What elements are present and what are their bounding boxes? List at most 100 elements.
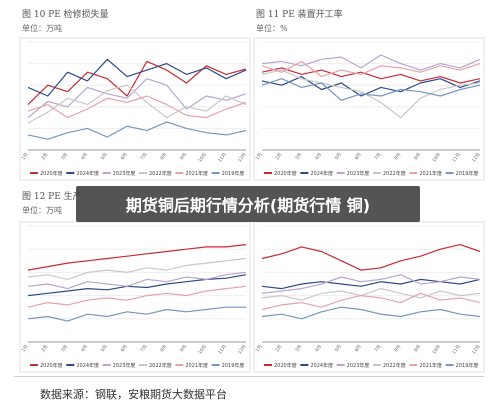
x-tick-label: 11月 <box>217 344 228 356</box>
chart-title-2: 图 11 PE 装置开工率 <box>256 10 343 20</box>
legend-label-2023: 2023年度 <box>113 170 136 177</box>
x-tick-label: 8月 <box>159 152 168 161</box>
legend-label-2022: 2022年度 <box>383 362 406 369</box>
series-line-2022 <box>27 84 247 124</box>
series-line-2023 <box>261 274 481 294</box>
legend-label-2020: 2020年度 <box>274 362 297 369</box>
chart-unit-3: 单位：万吨 <box>22 206 62 215</box>
legend-label-2020: 2020年度 <box>274 170 297 177</box>
chart-unit-1: 单位：万吨 <box>22 24 62 33</box>
series-line-2023 <box>27 78 247 119</box>
x-tick-label: 9月 <box>179 152 188 161</box>
series-line-2023 <box>27 271 247 290</box>
x-tick-label: 1月 <box>20 152 29 161</box>
x-tick-label: 10月 <box>197 344 208 356</box>
legend-label-2021: 2021年度 <box>419 362 442 369</box>
legend-label-2019: 2019年度 <box>222 362 245 369</box>
legend-label-2020: 2020年度 <box>40 170 63 177</box>
chart-2: 1月 2月 3月 4月 5月 6月 7月 8月 9月 10月 11月 12月 2020年度 2024年度 2… <box>253 37 485 181</box>
x-tick-label: 6月 <box>354 344 363 353</box>
x-tick-label: 3月 <box>294 344 303 353</box>
legend-label-2023: 2023年度 <box>113 362 136 369</box>
series-line-2021 <box>27 95 247 119</box>
series-line-2019 <box>261 78 481 101</box>
legend-label-2024: 2024年度 <box>310 362 333 369</box>
x-tick-label: 2月 <box>274 344 283 353</box>
chart-4: 1月 2月 3月 4月 5月 6月 7月 8月 9月 10月 11月 12月 2020年度 2024年度 2… <box>253 221 485 373</box>
series-line-2019 <box>27 121 247 140</box>
series-line-2022 <box>261 288 481 301</box>
legend-label-2019: 2019年度 <box>456 170 479 177</box>
x-tick-label: 2月 <box>40 152 49 161</box>
x-tick-label: 8月 <box>393 344 402 353</box>
series-line-2019 <box>261 306 481 320</box>
series-line-2019 <box>27 306 246 322</box>
series-line-2023 <box>261 54 481 71</box>
x-tick-label: 11月 <box>217 152 228 164</box>
x-tick-label: 7月 <box>139 152 148 161</box>
x-tick-label: 7月 <box>373 344 382 353</box>
series-line-2022 <box>261 69 481 119</box>
chart-frame <box>19 221 251 373</box>
x-tick-label: 4月 <box>80 344 89 353</box>
data-source: 数据来源：钢联，安粮期货大数据平台 <box>40 388 227 401</box>
x-tick-label: 12月 <box>237 152 248 164</box>
x-tick-label: 6月 <box>120 344 129 353</box>
x-tick-label: 12月 <box>471 152 482 164</box>
x-tick-label: 4月 <box>314 152 323 161</box>
series-line-2024 <box>261 76 481 97</box>
chart-1: 1月 2月 3月 4月 5月 6月 7月 8月 9月 10月 11月 12月 2020年度 2024年度 2… <box>19 37 251 181</box>
series-line-2021 <box>261 60 481 78</box>
x-tick-label: 11月 <box>451 344 462 356</box>
x-tick-label: 4月 <box>314 344 323 353</box>
x-tick-label: 12月 <box>237 344 248 356</box>
x-tick-label: 5月 <box>100 344 109 353</box>
chart-title-3: 图 12 PE 生产 <box>22 192 82 202</box>
legend-label-2019: 2019年度 <box>456 362 479 369</box>
x-tick-label: 3月 <box>60 152 69 161</box>
x-tick-label: 5月 <box>100 152 109 161</box>
x-tick-label: 9月 <box>179 344 188 353</box>
legend-label-2022: 2022年度 <box>149 170 172 177</box>
x-tick-label: 4月 <box>80 152 89 161</box>
chart-title-1: 图 10 PE 检修损失量 <box>22 10 109 20</box>
x-tick-label: 11月 <box>451 152 462 164</box>
x-tick-label: 3月 <box>60 344 69 353</box>
series-line-2020 <box>261 67 481 84</box>
legend-label-2022: 2022年度 <box>149 362 172 369</box>
legend-label-2024: 2024年度 <box>76 170 99 177</box>
x-tick-label: 2月 <box>40 344 49 353</box>
x-tick-label: 8月 <box>159 344 168 353</box>
divider <box>14 376 484 377</box>
legend-label-2023: 2023年度 <box>347 170 370 177</box>
x-tick-label: 10月 <box>431 344 442 356</box>
series-line-2021 <box>261 292 481 311</box>
legend-label-2023: 2023年度 <box>347 362 370 369</box>
legend-label-2022: 2022年度 <box>383 170 406 177</box>
legend-label-2019: 2019年度 <box>222 170 245 177</box>
article-title-banner: 期货铜后期行情分析(期货行情 铜) <box>76 186 420 222</box>
series-line-2020 <box>27 244 247 271</box>
legend-label-2020: 2020年度 <box>40 362 63 369</box>
x-tick-label: 6月 <box>354 152 363 161</box>
x-tick-label: 1月 <box>254 152 263 161</box>
series-line-2024 <box>261 278 481 290</box>
x-tick-label: 7月 <box>139 344 148 353</box>
x-tick-label: 6月 <box>120 152 129 161</box>
legend-label-2024: 2024年度 <box>76 362 99 369</box>
legend-label-2021: 2021年度 <box>185 170 208 177</box>
x-tick-label: 12月 <box>471 344 482 356</box>
x-tick-label: 10月 <box>197 152 208 164</box>
x-tick-label: 9月 <box>413 344 422 353</box>
x-tick-label: 7月 <box>373 152 382 161</box>
chart-3: 1月 2月 3月 4月 5月 6月 7月 8月 9月 10月 11月 12月 2020年度 2024年度 2… <box>19 221 251 373</box>
chart-frame <box>19 37 251 181</box>
x-tick-label: 5月 <box>334 152 343 161</box>
chart-unit-2: 单位：% <box>256 24 288 33</box>
x-tick-label: 8月 <box>393 152 402 161</box>
x-tick-label: 3月 <box>294 152 303 161</box>
x-tick-label: 10月 <box>431 152 442 164</box>
series-line-2020 <box>27 60 247 106</box>
x-tick-label: 1月 <box>20 344 29 353</box>
x-tick-label: 2月 <box>274 152 283 161</box>
